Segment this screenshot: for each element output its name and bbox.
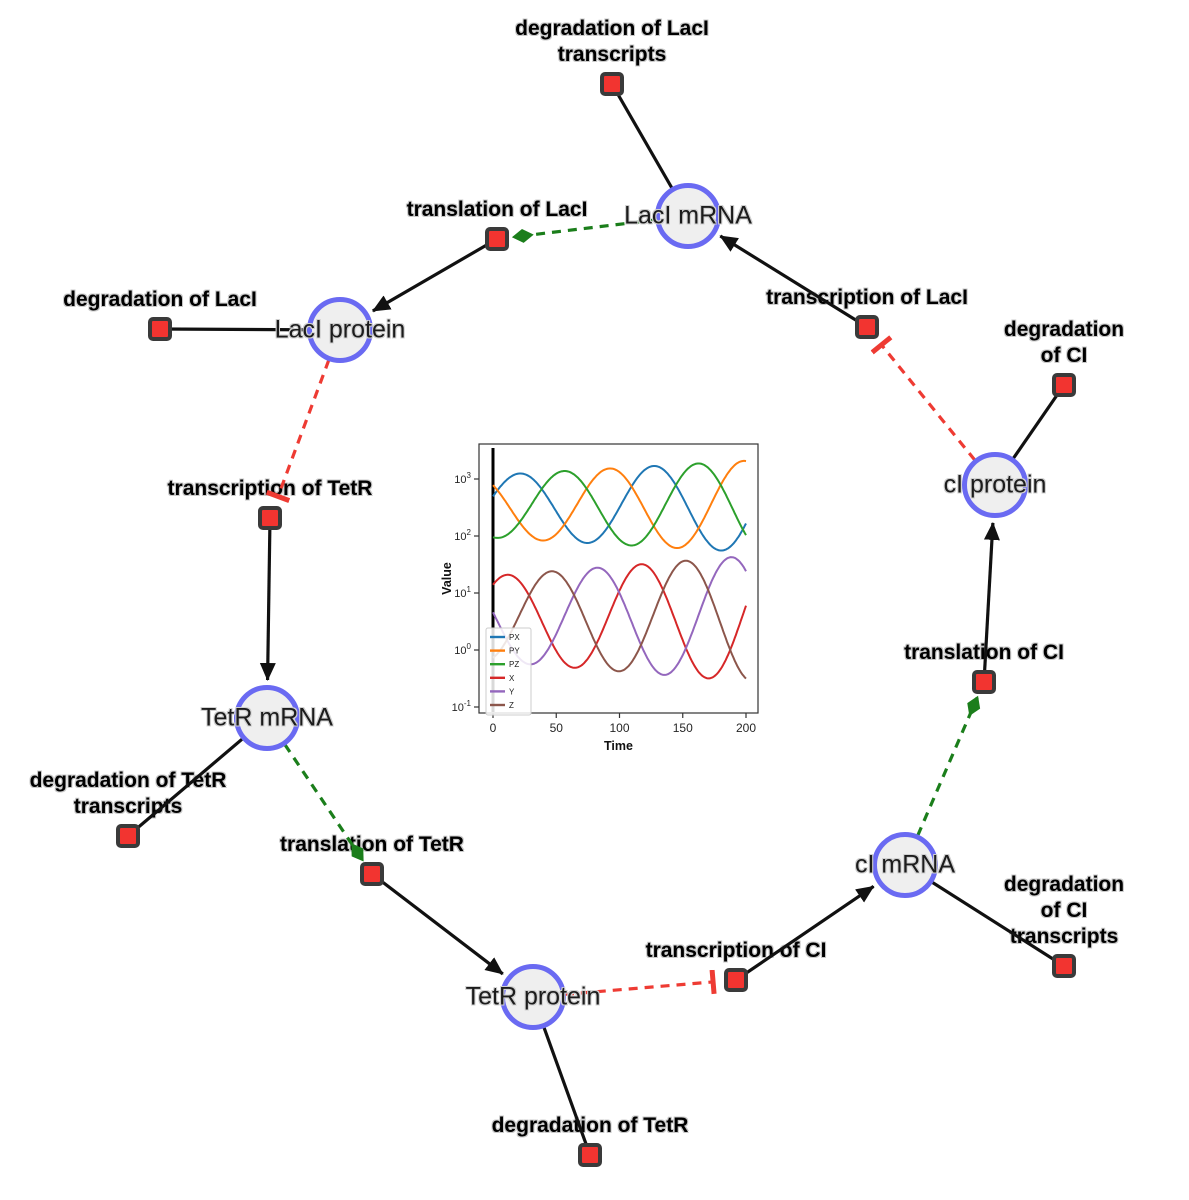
edge-product-txn_ci-ci_mrna [735, 885, 875, 982]
reaction-label-deg_ci: degradation of CI [1003, 318, 1125, 367]
reaction-node-txn_tetr[interactable] [258, 506, 282, 530]
series-PZ [492, 462, 747, 547]
species-node-ci_mrna[interactable] [872, 832, 938, 898]
edge-modifier-laci_mrna-transl_laci [511, 214, 689, 243]
species-label-laci_protein: LacI protein [274, 315, 406, 344]
legend-label-X: X [509, 674, 515, 683]
legend-label-PX: PX [509, 633, 520, 642]
edge-inhibition-laci_protein-txn_tetr [265, 329, 342, 503]
species-label-tetr_protein: TetR protein [465, 982, 601, 1011]
species-node-laci_protein[interactable] [307, 297, 373, 363]
reaction-label-deg_tetr: degradation of TetR [491, 1114, 689, 1137]
reaction-node-deg_tetr_tx[interactable] [116, 824, 140, 848]
reaction-label-deg_laci_tx: degradation of LacI transcripts [515, 17, 709, 66]
edge-product-transl_ci-ci_protein [982, 521, 1000, 683]
species-node-tetr_mrna[interactable] [234, 685, 300, 751]
reaction-node-deg_laci_tx[interactable] [600, 72, 624, 96]
species-node-laci_mrna[interactable] [655, 183, 721, 249]
reaction-node-transl_laci[interactable] [485, 227, 509, 251]
species-label-tetr_mrna: TetR mRNA [201, 703, 333, 732]
edge-modifier-tetr_mrna-transl_tetr [265, 717, 364, 862]
reaction-label-deg_ci_tx: degradation of CI transcripts [1003, 873, 1125, 948]
x-tick-label: 200 [736, 721, 756, 735]
species-node-tetr_protein[interactable] [500, 964, 566, 1030]
legend-label-PY: PY [509, 647, 520, 656]
edge-inhibition-tetr_protein-txn_ci [532, 969, 717, 999]
reaction-node-deg_ci_tx[interactable] [1052, 954, 1076, 978]
reaction-label-txn_laci: transcription of LacI [766, 286, 968, 309]
species-label-ci_protein: cI protein [943, 470, 1047, 499]
x-tick-label: 100 [609, 721, 629, 735]
species-label-laci_mrna: LacI mRNA [624, 201, 752, 230]
reaction-node-deg_tetr[interactable] [578, 1143, 602, 1167]
series-PY [492, 459, 747, 549]
legend-label-PZ: PZ [509, 660, 519, 669]
species-label-ci_mrna: cI mRNA [855, 850, 955, 879]
reaction-label-txn_ci: transcription of CI [645, 939, 827, 962]
reaction-label-deg_laci: degradation of LacI [63, 288, 257, 311]
legend-label-Z: Z [509, 701, 514, 710]
species-node-ci_protein[interactable] [962, 452, 1028, 518]
edge-product-transl_laci-laci_protein [372, 237, 498, 313]
edge-modifier-ci_mrna-transl_ci [903, 695, 981, 866]
x-axis-title: Time [604, 739, 633, 753]
legend-label-Y: Y [509, 687, 515, 696]
edge-inhibition-ci_protein-txn_laci [870, 335, 997, 487]
edge-product-txn_tetr-tetr_mrna [259, 517, 276, 682]
reaction-node-deg_laci[interactable] [148, 317, 172, 341]
series-PX [492, 465, 747, 552]
x-tick-label: 150 [673, 721, 693, 735]
y-axis-title: Value [440, 562, 454, 595]
reaction-label-txn_tetr: transcription of TetR [167, 477, 373, 500]
chart-axes-frame [478, 443, 759, 714]
reaction-node-transl_ci[interactable] [972, 670, 996, 694]
reaction-node-txn_laci[interactable] [855, 315, 879, 339]
x-tick-label: 0 [490, 721, 497, 735]
edge-product-txn_laci-laci_mrna [719, 234, 868, 329]
x-tick-label: 50 [550, 721, 564, 735]
timecourse-inset-chart: 103 102 101 100 10-1 0 50 100 150 200 Time Value PX P… [440, 436, 775, 763]
edge-product-transl_tetr-tetr_protein [371, 872, 504, 976]
reaction-node-deg_ci[interactable] [1052, 373, 1076, 397]
series-Y [492, 556, 747, 676]
reaction-node-transl_tetr[interactable] [360, 862, 384, 886]
reaction-label-transl_laci: translation of LacI [406, 198, 588, 221]
series-Z [492, 559, 747, 680]
series-X [492, 563, 747, 680]
reaction-node-txn_ci[interactable] [724, 968, 748, 992]
reaction-label-deg_tetr_tx: degradation of TetR transcripts [29, 769, 227, 818]
